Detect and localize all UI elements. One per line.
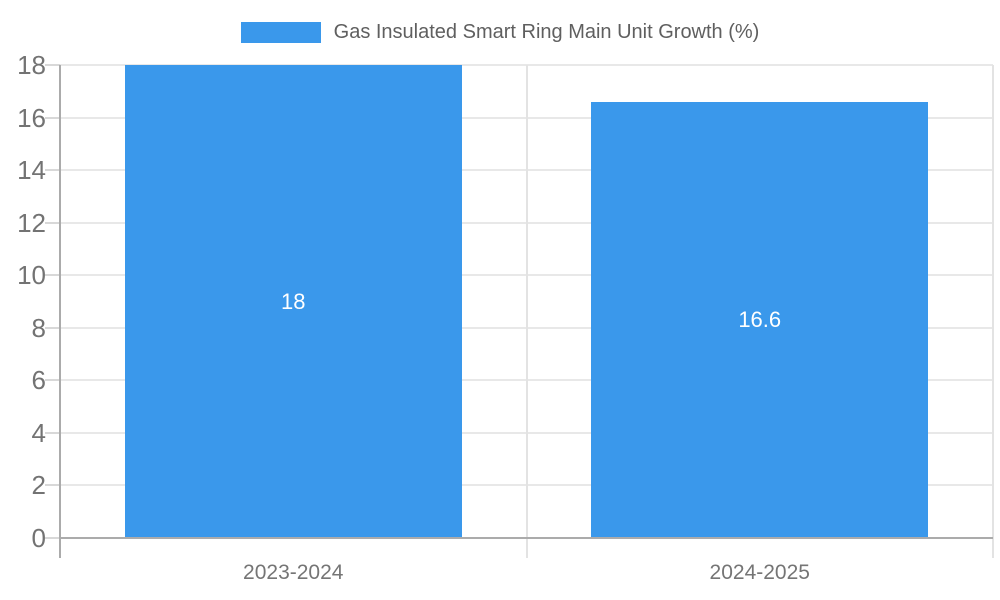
bar: 16.6	[591, 101, 929, 538]
y-tick-mark	[45, 484, 60, 487]
legend-label: Gas Insulated Smart Ring Main Unit Growt…	[333, 21, 760, 43]
legend[interactable]: Gas Insulated Smart Ring Main Unit Growt…	[0, 21, 1000, 44]
y-tick-mark	[45, 116, 60, 119]
y-tick-mark	[45, 537, 60, 539]
y-tick-label: 16	[17, 102, 46, 133]
x-tick-label: 2024-2025	[709, 561, 810, 584]
plot-area: 18 16.6 0 2 4 6 8 10 12 14 16 18 2023-2024 2024-202…	[17, 50, 994, 584]
y-tick-mark	[45, 169, 60, 172]
bar-value-label: 18	[280, 288, 306, 314]
y-tick-label: 10	[17, 260, 46, 291]
y-tick-label: 0	[31, 523, 46, 553]
y-axis-line	[59, 65, 61, 558]
y-tick-mark	[45, 274, 60, 277]
y-tick-mark	[45, 64, 60, 66]
bar-value-label: 16.6	[738, 306, 782, 332]
x-tick-label: 2023-2024	[243, 561, 344, 584]
y-tick-mark	[45, 221, 60, 224]
x-axis-line	[60, 537, 993, 539]
bar: 18	[124, 65, 462, 538]
y-tick-mark	[45, 379, 60, 382]
y-tick-mark	[45, 431, 60, 434]
y-tick-label: 12	[17, 207, 46, 238]
category-boundary-line	[992, 65, 994, 558]
y-tick-label: 4	[31, 417, 46, 448]
y-tick-label: 8	[31, 312, 46, 343]
y-tick-label: 6	[31, 365, 46, 396]
y-tick-label: 14	[17, 155, 46, 186]
legend-swatch	[240, 22, 321, 43]
y-tick-label: 2	[31, 470, 46, 501]
category-boundary-line	[525, 65, 528, 558]
y-tick-mark	[45, 326, 60, 329]
y-tick-label: 18	[17, 50, 46, 80]
